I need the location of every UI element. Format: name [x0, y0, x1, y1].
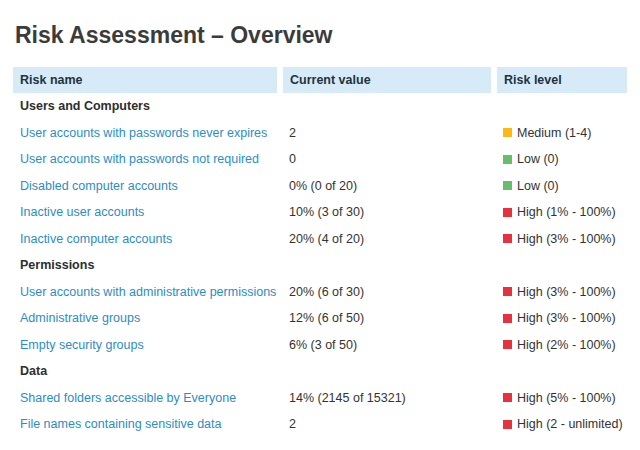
risk-level: High (3% - 100%)	[497, 311, 627, 325]
risk-level: High (3% - 100%)	[497, 285, 627, 299]
risk-level-indicator	[503, 155, 512, 164]
risk-level: High (2% - 100%)	[497, 338, 627, 352]
table-row: User accounts with administrative permis…	[13, 279, 627, 306]
risk-level-label: High (2% - 100%)	[517, 338, 616, 352]
risk-level-indicator	[503, 287, 512, 296]
table-row: Administrative groups 12% (6 of 50) High…	[13, 305, 627, 332]
risk-name-link[interactable]: Inactive user accounts	[20, 205, 144, 219]
table-row: File names containing sensitive data 2 H…	[13, 411, 627, 438]
risk-level: Medium (1-4)	[497, 126, 627, 140]
current-value: 20% (4 of 20)	[283, 232, 491, 246]
risk-level-label: High (2 - unlimited)	[517, 417, 623, 431]
risk-table: Risk name Current value Risk level Users…	[13, 67, 627, 438]
header-cell-risk-level: Risk level	[497, 67, 627, 93]
risk-level: High (2 - unlimited)	[497, 417, 627, 431]
table-row: Inactive user accounts 10% (3 of 30) Hig…	[13, 199, 627, 226]
risk-name-link[interactable]: Empty security groups	[20, 338, 144, 352]
current-value: 6% (3 of 50)	[283, 338, 491, 352]
risk-level-indicator	[503, 393, 512, 402]
risk-level-indicator	[503, 181, 512, 190]
risk-level: Low (0)	[497, 152, 627, 166]
section-row: Users and Computers	[13, 93, 627, 120]
current-value: 2	[283, 126, 491, 140]
page-title: Risk Assessment – Overview	[0, 0, 640, 50]
risk-level-indicator	[503, 234, 512, 243]
header-cell-current-value: Current value	[283, 67, 491, 93]
risk-name-link[interactable]: Shared folders accessible by Everyone	[20, 391, 236, 405]
section-label: Users and Computers	[20, 99, 150, 113]
risk-level-indicator	[503, 340, 512, 349]
current-value: 12% (6 of 50)	[283, 311, 491, 325]
risk-level: High (5% - 100%)	[497, 391, 627, 405]
table-row: Empty security groups 6% (3 of 50) High …	[13, 332, 627, 359]
risk-level-label: Low (0)	[517, 179, 559, 193]
current-value: 10% (3 of 30)	[283, 205, 491, 219]
table-header: Risk name Current value Risk level	[13, 67, 627, 93]
risk-level-indicator	[503, 420, 512, 429]
section-row: Permissions	[13, 252, 627, 279]
current-value: 14% (2145 of 15321)	[283, 391, 491, 405]
risk-name-link[interactable]: User accounts with passwords never expir…	[20, 126, 267, 140]
current-value: 2	[283, 417, 491, 431]
section-row: Data	[13, 358, 627, 385]
risk-name-link[interactable]: User accounts with administrative permis…	[20, 285, 276, 299]
header-cell-risk-name: Risk name	[13, 67, 277, 93]
risk-name-link[interactable]: File names containing sensitive data	[20, 417, 222, 431]
risk-level-label: High (3% - 100%)	[517, 311, 616, 325]
risk-name-link[interactable]: Disabled computer accounts	[20, 179, 178, 193]
risk-level-label: Medium (1-4)	[517, 126, 591, 140]
table-row: User accounts with passwords not require…	[13, 146, 627, 173]
current-value: 20% (6 of 30)	[283, 285, 491, 299]
table-row: User accounts with passwords never expir…	[13, 120, 627, 147]
risk-level-label: High (1% - 100%)	[517, 205, 616, 219]
risk-level-label: High (5% - 100%)	[517, 391, 616, 405]
risk-name-link[interactable]: User accounts with passwords not require…	[20, 152, 259, 166]
risk-name-link[interactable]: Inactive computer accounts	[20, 232, 172, 246]
table-row: Inactive computer accounts 20% (4 of 20)…	[13, 226, 627, 253]
risk-level-label: Low (0)	[517, 152, 559, 166]
section-label: Permissions	[20, 258, 94, 272]
current-value: 0	[283, 152, 491, 166]
risk-level-label: High (3% - 100%)	[517, 232, 616, 246]
section-label: Data	[20, 364, 47, 378]
risk-level-indicator	[503, 208, 512, 217]
current-value: 0% (0 of 20)	[283, 179, 491, 193]
risk-assessment-page: Risk Assessment – Overview Risk name Cur…	[0, 0, 640, 450]
table-body: Users and Computers User accounts with p…	[13, 93, 627, 438]
risk-level: High (1% - 100%)	[497, 205, 627, 219]
risk-level-label: High (3% - 100%)	[517, 285, 616, 299]
risk-level-indicator	[503, 314, 512, 323]
risk-level: High (3% - 100%)	[497, 232, 627, 246]
risk-level: Low (0)	[497, 179, 627, 193]
table-row: Disabled computer accounts 0% (0 of 20) …	[13, 173, 627, 200]
table-row: Shared folders accessible by Everyone 14…	[13, 385, 627, 412]
risk-level-indicator	[503, 128, 512, 137]
risk-name-link[interactable]: Administrative groups	[20, 311, 140, 325]
